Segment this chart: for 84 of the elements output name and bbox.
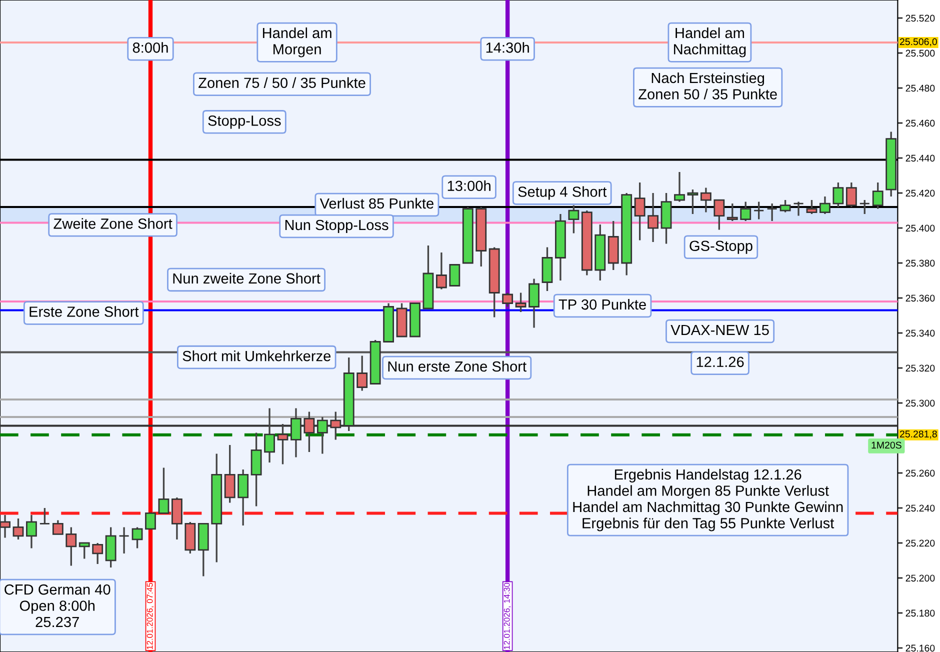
- candlestick: [648, 192, 658, 243]
- candlestick: [118, 526, 130, 554]
- y-tick-label: 25.260: [906, 470, 935, 477]
- annotation: Handel am Morgen: [262, 27, 332, 58]
- annotation: 12.1.26: [696, 356, 744, 368]
- annotation: Short mit Umkehrkerze: [182, 350, 331, 362]
- candlestick: [132, 526, 143, 550]
- y-tick-label: 25.440: [906, 154, 935, 162]
- candlestick: [726, 202, 738, 222]
- candlestick: [846, 182, 857, 208]
- x-tick-label: 12.01.2026, 14:30: [504, 582, 511, 650]
- candlestick: [449, 264, 460, 286]
- y-tick-label: 25.460: [906, 120, 935, 127]
- candlestick: [0, 514, 10, 539]
- candlestick: [78, 542, 90, 560]
- y-tick-label: 25.420: [906, 190, 935, 197]
- candlestick: [674, 171, 685, 203]
- annotation: Zonen 75 / 50 / 35 Punkte: [198, 77, 366, 88]
- candlestick: [832, 182, 844, 208]
- candlestick: [780, 199, 791, 214]
- candlestick: [238, 468, 249, 526]
- candlestick: [714, 199, 725, 231]
- annotation: TP 30 Punkte: [558, 298, 646, 310]
- candlestick: [687, 188, 698, 215]
- y-tick-label: 25.240: [906, 504, 935, 512]
- annotation: Erste Zone Short: [30, 306, 139, 317]
- candlestick: [224, 444, 236, 504]
- y-tick-label: 25.380: [906, 260, 935, 267]
- candlestick: [528, 278, 540, 329]
- ref-line-label: 14:30h: [486, 42, 529, 53]
- candlestick: [145, 512, 156, 530]
- annotation: Handel am Nachmittag: [674, 27, 746, 58]
- candlestick: [793, 200, 804, 217]
- annotation: Stopp-Loss: [208, 116, 281, 129]
- candlestick: [92, 542, 104, 565]
- annotation: VDAX-NEW 15: [670, 324, 769, 336]
- candlestick: [806, 199, 818, 215]
- candlestick: [52, 519, 64, 536]
- candlestick: [859, 199, 870, 215]
- y-tick-label: 25.180: [906, 610, 935, 617]
- annotation: Nun Stopp-Loss: [285, 220, 388, 234]
- y-tick-label: 25.500: [906, 50, 935, 57]
- candlestick: [634, 182, 646, 242]
- annotation: GS-Stopp: [690, 240, 752, 254]
- y-tick-label: 25.220: [906, 540, 935, 547]
- y-tick-label: 25.340: [906, 330, 935, 337]
- candlestick: [356, 354, 368, 392]
- candlestick: [820, 196, 830, 215]
- annotation: Nun erste Zone Short: [388, 360, 526, 372]
- ref-line-label: 25.506,0: [900, 38, 937, 46]
- candlestick: [66, 526, 77, 567]
- candlestick: [766, 202, 778, 222]
- y-tick-label: 25.400: [906, 224, 935, 232]
- x-tick-label: 12.01.2026, 07:45: [146, 582, 154, 650]
- candlestick: [872, 182, 884, 210]
- candlestick: [26, 514, 37, 550]
- y-tick-label: 25.320: [906, 364, 935, 372]
- candlestick: [502, 292, 514, 308]
- candlestick: [158, 466, 170, 514]
- candlestick: [12, 518, 24, 540]
- annotation: CFD German 40 Open 8:00h 25.237: [4, 584, 110, 628]
- annotation: 13:00h: [448, 180, 490, 192]
- y-tick-label: 25.520: [906, 14, 935, 22]
- annotation: Setup 4 Short: [518, 186, 607, 200]
- annotation: 1M20S: [872, 442, 902, 449]
- annotation: Zweite Zone Short: [54, 218, 172, 229]
- y-tick-label: 25.200: [906, 574, 935, 582]
- candlestick: [515, 292, 526, 313]
- annotation: Verlust 85 Punkte: [320, 198, 434, 209]
- candlestick: [740, 200, 752, 222]
- ref-line-label: 8:00h: [132, 42, 168, 53]
- annotation: Nun zweite Zone Short: [173, 272, 320, 284]
- ref-line-label: 25.281,8: [900, 430, 937, 439]
- annotation: Nach Ersteinstieg Zonen 50 / 35 Punkte: [638, 72, 777, 100]
- y-tick-label: 25.480: [906, 84, 935, 92]
- annotation: Ergebnis Handelstag 12.1.26 Handel am Morgen 85 Punkte Verlust Handel am Nachmittag 30 Punkte Gewinn Ergebnis für den Tag 55 Punkte Verlust: [573, 468, 843, 532]
- y-tick-label: 25.300: [906, 400, 935, 407]
- candlestick: [753, 200, 764, 220]
- candlestick: [700, 186, 712, 214]
- candlestick: [39, 507, 50, 525]
- y-tick-label: 25.160: [906, 644, 935, 652]
- candlestick: [568, 204, 580, 234]
- candlestick: [436, 252, 447, 290]
- y-tick-label: 25.360: [906, 294, 935, 302]
